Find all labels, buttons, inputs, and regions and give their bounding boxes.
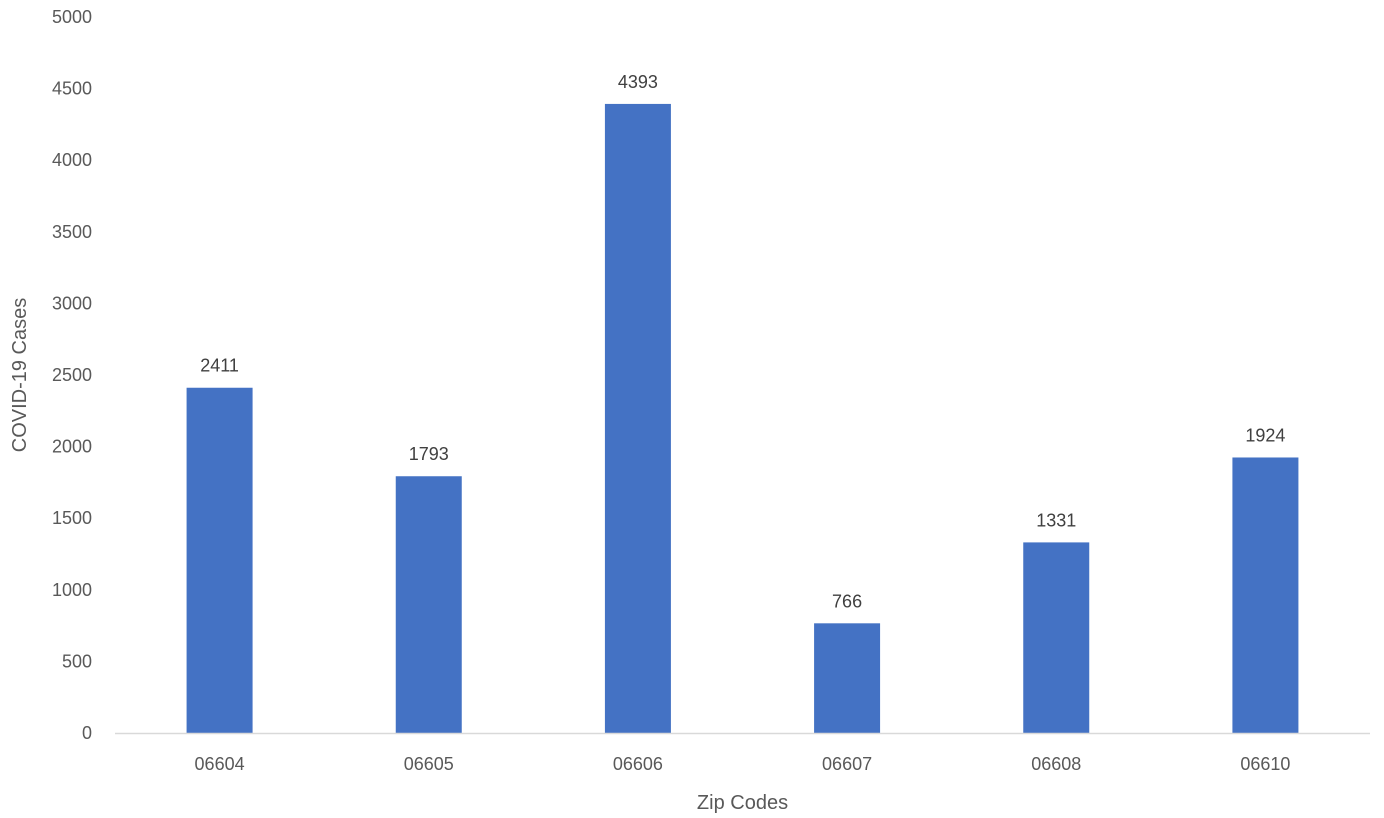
y-tick-label: 1500 (52, 508, 92, 528)
bar-06607 (814, 623, 881, 733)
data-label-06604: 2411 (200, 356, 239, 376)
bar-06605 (395, 476, 462, 733)
data-label-06605: 1793 (409, 444, 449, 464)
y-tick-label: 3000 (52, 293, 92, 313)
data-labels: 2411 1793 4393 766 1331 1924 (200, 72, 1285, 611)
y-tick-label: 500 (62, 651, 92, 671)
x-tick-label: 06608 (1031, 754, 1081, 774)
y-tick-label: 0 (82, 723, 92, 743)
bars (186, 103, 1299, 733)
data-label-06606: 4393 (618, 72, 658, 92)
bar-06604 (186, 387, 253, 733)
x-tick-label: 06610 (1240, 754, 1290, 774)
bar-06610 (1232, 457, 1299, 733)
data-label-06610: 1924 (1245, 425, 1285, 445)
x-tick-label: 06604 (195, 754, 245, 774)
y-tick-label: 2000 (52, 437, 92, 457)
y-tick-label: 3500 (52, 222, 92, 242)
bar-06606 (604, 103, 671, 733)
y-tick-label: 5000 (52, 7, 92, 27)
y-axis-title: COVID-19 Cases (9, 298, 31, 453)
x-axis-ticks: 06604 06605 06606 06607 06608 06610 (195, 754, 1291, 774)
y-tick-label: 4000 (52, 150, 92, 170)
data-label-06607: 766 (832, 591, 862, 611)
y-tick-label: 1000 (52, 580, 92, 600)
x-axis-title: Zip Codes (697, 792, 788, 814)
data-label-06608: 1331 (1036, 510, 1076, 530)
y-tick-label: 4500 (52, 79, 92, 99)
y-tick-label: 2500 (52, 365, 92, 385)
x-tick-label: 06607 (822, 754, 872, 774)
bar-06608 (1023, 542, 1090, 733)
x-tick-label: 06606 (613, 754, 663, 774)
y-axis-ticks: 0 500 1000 1500 2000 2500 3000 3500 4000 4500 5000 (52, 7, 92, 743)
x-tick-label: 06605 (404, 754, 454, 774)
